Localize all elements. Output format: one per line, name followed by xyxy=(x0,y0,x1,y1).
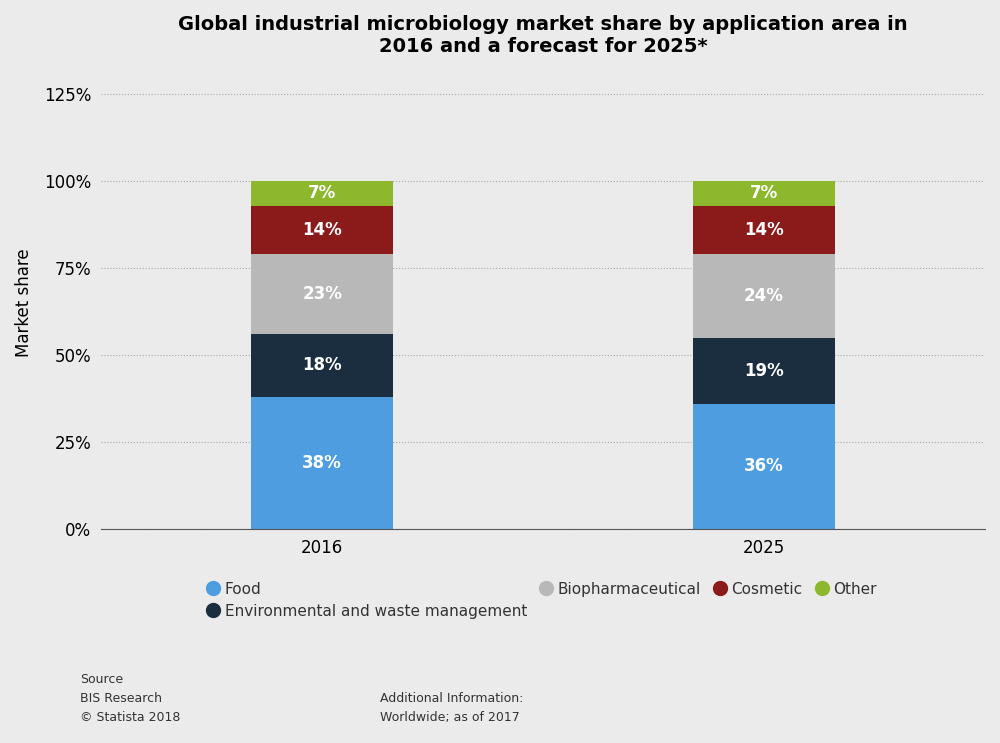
Text: Source
BIS Research
© Statista 2018: Source BIS Research © Statista 2018 xyxy=(80,673,180,724)
Text: 36%: 36% xyxy=(744,457,784,476)
Text: Additional Information:
Worldwide; as of 2017: Additional Information: Worldwide; as of… xyxy=(380,692,523,724)
Text: 19%: 19% xyxy=(744,362,784,380)
Text: 7%: 7% xyxy=(750,184,778,202)
Bar xyxy=(251,181,393,206)
Text: 38%: 38% xyxy=(302,454,342,472)
Text: 14%: 14% xyxy=(744,221,784,239)
Bar xyxy=(251,397,393,529)
Text: 23%: 23% xyxy=(302,285,342,303)
Y-axis label: Market share: Market share xyxy=(15,249,33,357)
Bar xyxy=(251,206,393,254)
Bar xyxy=(693,403,835,529)
Text: 24%: 24% xyxy=(744,287,784,305)
Legend: Food, Environmental and waste management, Biopharmaceutical, Cosmetic, Other: Food, Environmental and waste management… xyxy=(210,582,877,620)
Text: 7%: 7% xyxy=(308,184,336,202)
Bar xyxy=(693,254,835,337)
Bar xyxy=(251,254,393,334)
Text: 14%: 14% xyxy=(302,221,342,239)
Text: 18%: 18% xyxy=(302,357,342,374)
Bar xyxy=(693,206,835,254)
Bar xyxy=(693,337,835,403)
Bar xyxy=(251,334,393,397)
Title: Global industrial microbiology market share by application area in
2016 and a fo: Global industrial microbiology market sh… xyxy=(178,15,908,56)
Bar xyxy=(693,181,835,206)
